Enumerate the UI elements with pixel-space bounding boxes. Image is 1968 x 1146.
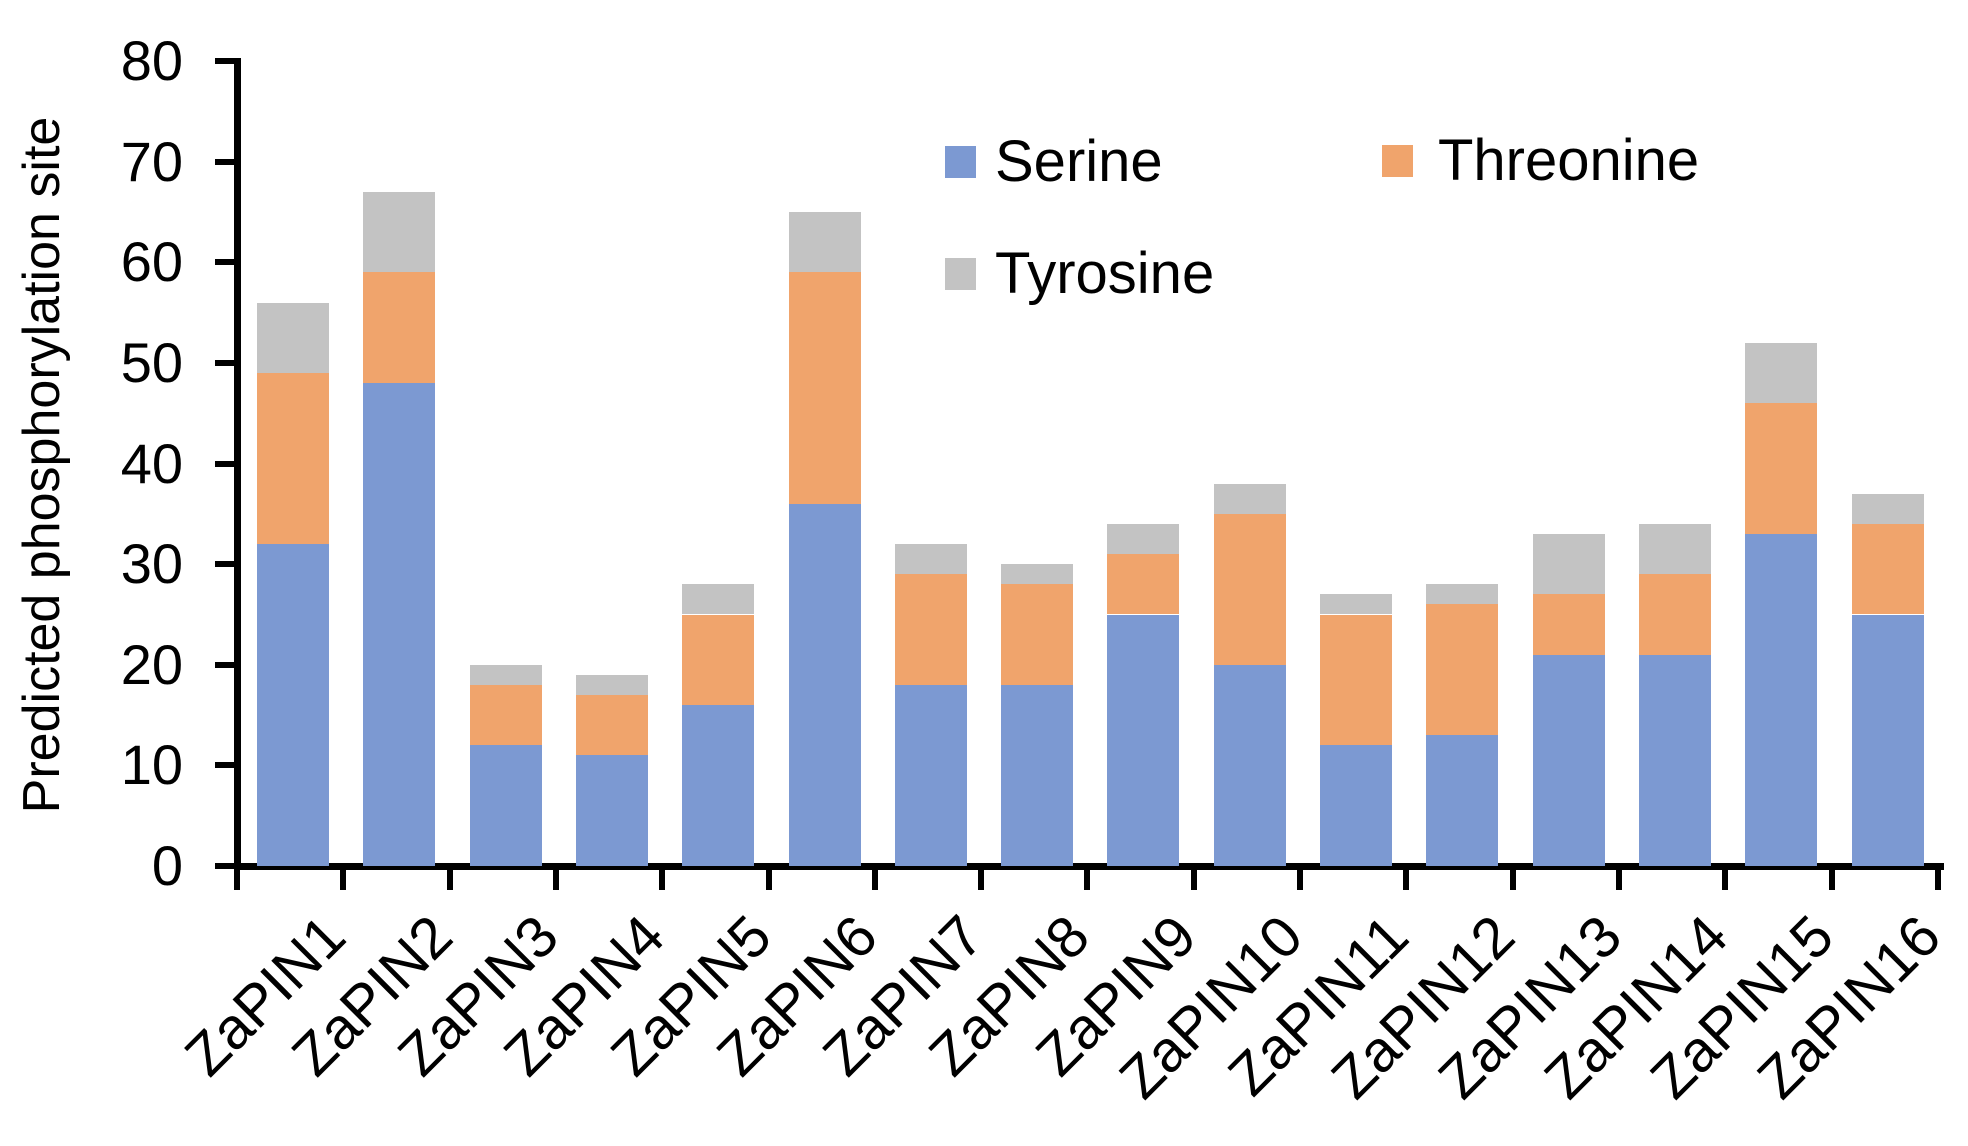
x-tick	[1828, 866, 1835, 890]
x-tick	[659, 866, 666, 890]
x-tick	[552, 866, 559, 890]
x-tick	[446, 866, 453, 890]
y-tick	[215, 158, 237, 165]
bar-segment-serine-zapin6	[788, 503, 861, 866]
bar-segment-tyrosine-zapin13	[1532, 534, 1605, 595]
x-tick	[340, 866, 347, 890]
bar-segment-tyrosine-zapin9	[1107, 523, 1180, 555]
bar-segment-threonine-zapin8	[1001, 584, 1074, 685]
legend-label-tyrosine: Tyrosine	[995, 241, 1215, 306]
bar-segment-threonine-zapin10	[1213, 513, 1286, 665]
bar-segment-serine-zapin2	[363, 383, 436, 866]
y-tick-label: 80	[120, 29, 183, 93]
y-tick	[215, 661, 237, 668]
y-tick-label: 0	[151, 834, 183, 897]
bar-segment-tyrosine-zapin7	[894, 544, 967, 575]
bar-segment-serine-zapin7	[894, 684, 967, 866]
x-tick	[1509, 866, 1516, 890]
x-tick	[1722, 866, 1729, 890]
bar-segment-tyrosine-zapin10	[1213, 483, 1286, 514]
y-tick	[215, 58, 237, 65]
x-tick	[978, 866, 985, 890]
bar-segment-tyrosine-zapin5	[682, 584, 755, 615]
bar-segment-serine-zapin16	[1851, 614, 1924, 866]
y-tick	[215, 460, 237, 467]
bar-segment-tyrosine-zapin4	[575, 674, 648, 695]
bar-segment-threonine-zapin7	[894, 574, 967, 685]
bar-segment-tyrosine-zapin11	[1320, 594, 1392, 615]
y-tick	[215, 762, 237, 769]
y-tick	[215, 561, 237, 568]
bar-segment-serine-zapin13	[1532, 654, 1605, 866]
bar-segment-tyrosine-zapin3	[469, 664, 542, 685]
legend-swatch-serine	[945, 146, 976, 178]
bar-segment-threonine-zapin14	[1638, 574, 1711, 655]
bar-segment-serine-zapin1	[257, 544, 329, 866]
bar-segment-threonine-zapin13	[1532, 594, 1605, 655]
y-tick-label: 70	[120, 129, 183, 193]
bar-segment-threonine-zapin3	[469, 684, 542, 746]
bar-segment-serine-zapin10	[1213, 664, 1286, 866]
bar-segment-threonine-zapin5	[682, 614, 755, 706]
bar-segment-threonine-zapin2	[363, 272, 436, 384]
y-tick-label: 10	[120, 733, 183, 797]
bar-segment-threonine-zapin11	[1320, 614, 1392, 746]
bar-segment-tyrosine-zapin2	[363, 191, 436, 273]
bar-segment-serine-zapin15	[1745, 534, 1818, 866]
bar-segment-serine-zapin4	[575, 755, 648, 866]
bar-segment-tyrosine-zapin15	[1745, 342, 1818, 404]
bar-segment-tyrosine-zapin6	[788, 212, 861, 273]
bar-segment-threonine-zapin1	[257, 373, 329, 545]
x-tick	[1190, 866, 1197, 890]
y-tick	[215, 259, 237, 266]
legend-swatch-tyrosine	[945, 258, 976, 290]
y-tick	[215, 863, 237, 869]
x-tick	[1615, 866, 1622, 890]
legend-swatch-threonine	[1382, 145, 1413, 177]
bar-segment-threonine-zapin9	[1107, 554, 1180, 615]
x-tick	[234, 866, 240, 890]
x-tick	[1934, 866, 1941, 890]
bar-segment-threonine-zapin4	[575, 694, 648, 756]
x-tick	[1297, 866, 1303, 890]
bar-segment-threonine-zapin16	[1851, 523, 1924, 615]
y-tick-label: 20	[120, 632, 183, 696]
bar-segment-serine-zapin3	[469, 745, 542, 866]
y-tick-label: 60	[120, 230, 183, 294]
bar-segment-tyrosine-zapin1	[257, 302, 329, 374]
x-tick	[765, 866, 772, 890]
y-tick-label: 30	[120, 532, 183, 596]
bar-segment-threonine-zapin6	[788, 272, 861, 504]
y-tick-label: 40	[120, 431, 183, 495]
legend-label-serine: Serine	[995, 129, 1163, 194]
bar-segment-serine-zapin5	[682, 705, 755, 866]
bar-segment-serine-zapin9	[1107, 614, 1180, 866]
x-tick	[1403, 866, 1410, 890]
bar-segment-serine-zapin12	[1426, 735, 1499, 866]
bar-segment-threonine-zapin12	[1426, 604, 1499, 736]
bar-segment-tyrosine-zapin8	[1001, 564, 1074, 585]
x-tick	[1084, 866, 1091, 890]
y-tick-label: 50	[120, 331, 183, 394]
bar-segment-serine-zapin14	[1638, 654, 1711, 866]
bar-segment-serine-zapin8	[1001, 684, 1074, 866]
y-axis-line	[234, 58, 241, 870]
bar-segment-tyrosine-zapin14	[1638, 523, 1711, 575]
bar-segment-threonine-zapin15	[1745, 403, 1818, 534]
legend-label-threonine: Threonine	[1438, 128, 1700, 193]
bar-segment-serine-zapin11	[1320, 745, 1392, 866]
bar-segment-tyrosine-zapin16	[1851, 493, 1924, 524]
bar-segment-tyrosine-zapin12	[1426, 584, 1499, 605]
x-tick	[871, 866, 878, 890]
y-tick	[215, 360, 237, 366]
